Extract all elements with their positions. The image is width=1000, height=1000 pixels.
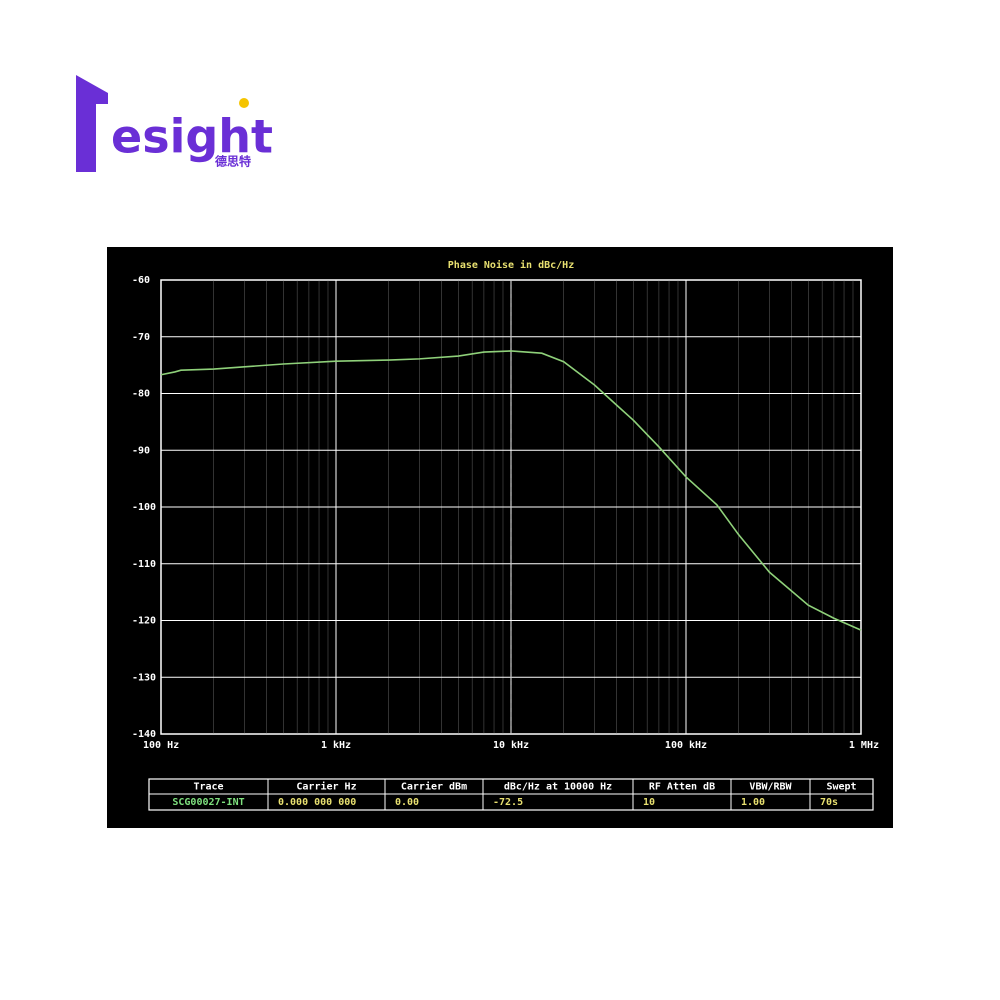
y-tick-label: -100	[132, 502, 156, 513]
trace-line	[160, 350, 862, 631]
table-cell: 70s	[820, 797, 838, 808]
y-tick-label: -70	[132, 332, 150, 343]
y-tick-label: -110	[132, 559, 156, 570]
table-header: RF Atten dB	[649, 782, 715, 793]
y-tick-label: -80	[132, 389, 150, 400]
y-tick-label: -130	[132, 672, 156, 683]
logo-mark	[76, 75, 108, 172]
x-tick-label: 1 kHz	[321, 740, 351, 751]
y-tick-label: -140	[132, 729, 156, 740]
table-header: Carrier dBm	[401, 781, 467, 793]
y-tick-label: -120	[132, 616, 156, 627]
x-tick-label: 100 kHz	[665, 740, 707, 751]
table-header: dBc/Hz at 10000 Hz	[504, 782, 612, 793]
x-tick-label: 10 kHz	[493, 740, 529, 751]
logo-dot	[239, 98, 249, 108]
table-cell: -72.5	[493, 797, 523, 808]
logo: esight 德思特	[76, 75, 273, 172]
x-tick-label: 1 MHz	[849, 740, 879, 751]
logo-subtext: 德思特	[215, 154, 251, 169]
table-header: Swept	[826, 782, 856, 793]
table-cell: 10	[643, 797, 655, 808]
y-tick-label: -60	[132, 275, 150, 286]
table-cell: 0.00	[395, 797, 419, 808]
table-cell: 1.00	[741, 797, 765, 808]
table-header: Trace	[193, 782, 223, 793]
status-table: Trace Carrier Hz Carrier dBm dBc/Hz at 1000…	[148, 778, 874, 811]
chart-title: Phase Noise in dBc/Hz	[448, 259, 574, 271]
table-cell: SCG00027-INT	[172, 797, 244, 808]
table-header: VBW/RBW	[749, 782, 792, 793]
table-header: Carrier Hz	[296, 781, 356, 793]
logo-text: esight	[111, 110, 273, 164]
table-cell: 0.000 000 000	[278, 797, 356, 808]
x-tick-label: 100 Hz	[143, 740, 179, 751]
instrument-panel	[107, 247, 893, 828]
y-tick-label: -90	[132, 445, 150, 456]
